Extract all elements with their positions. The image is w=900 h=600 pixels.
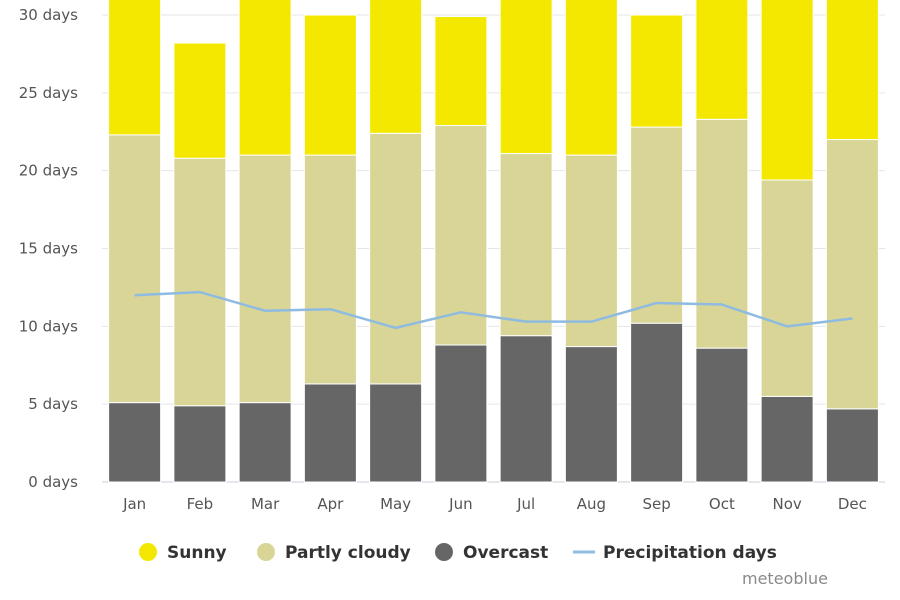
bar-sunny-dec: [825, 0, 879, 141]
x-axis: Jan Feb Mar Apr May Jun Jul Aug Sep Oct Nov Dec: [122, 495, 867, 513]
legend-label-overcast: Overcast: [463, 543, 548, 563]
bar-partly-cloudy-apr: [303, 154, 357, 385]
credit-text: meteoblue: [742, 569, 828, 588]
bar-overcast-nov: [760, 395, 814, 483]
bar-overcast-jun: [434, 344, 488, 483]
x-tick-label-oct: Oct: [709, 495, 735, 513]
y-tick-label: 25 days: [19, 84, 78, 102]
bar-sunny-nov: [760, 0, 814, 181]
bar-sunny-oct: [695, 0, 749, 120]
x-tick-label-jun: Jun: [448, 495, 472, 513]
legend-marker-sunny: [139, 543, 157, 561]
legend-marker-partly-cloudy: [257, 543, 275, 561]
bar-sunny-sep: [630, 14, 684, 128]
bar-partly-cloudy-sep: [630, 126, 684, 324]
bar-partly-cloudy-oct: [695, 118, 749, 349]
bar-overcast-dec: [825, 408, 879, 483]
bar-overcast-feb: [173, 405, 227, 483]
x-tick-label-may: May: [380, 495, 411, 513]
bar-partly-cloudy-jun: [434, 125, 488, 346]
bars: [108, 0, 879, 483]
x-tick-label-dec: Dec: [838, 495, 867, 513]
bar-partly-cloudy-nov: [760, 179, 814, 397]
x-tick-label-sep: Sep: [642, 495, 670, 513]
x-tick-label-mar: Mar: [251, 495, 280, 513]
y-tick-label: 10 days: [19, 317, 78, 335]
x-tick-label-nov: Nov: [772, 495, 801, 513]
bar-partly-cloudy-aug: [564, 154, 618, 348]
bar-overcast-apr: [303, 383, 357, 483]
bar-partly-cloudy-jan: [108, 134, 162, 404]
y-tick-label: 30 days: [19, 6, 78, 24]
precipitation-days-line: [134, 290, 853, 330]
grid-lines: [102, 14, 885, 483]
bar-overcast-jul: [499, 335, 553, 483]
bar-overcast-may: [369, 383, 423, 483]
bar-sunny-apr: [303, 14, 357, 156]
x-tick-label-aug: Aug: [577, 495, 606, 513]
x-tick-label-apr: Apr: [317, 495, 344, 513]
bar-sunny-jun: [434, 16, 488, 127]
x-tick-label-jan: Jan: [122, 495, 146, 513]
bar-partly-cloudy-dec: [825, 139, 879, 410]
bar-overcast-mar: [238, 402, 292, 483]
bar-sunny-aug: [564, 0, 618, 156]
bar-partly-cloudy-mar: [238, 154, 292, 404]
bar-overcast-sep: [630, 322, 684, 483]
bar-partly-cloudy-jul: [499, 153, 553, 337]
bar-sunny-feb: [173, 42, 227, 159]
bar-overcast-aug: [564, 346, 618, 483]
x-tick-label-feb: Feb: [187, 495, 214, 513]
y-tick-label: 15 days: [19, 240, 78, 258]
legend-label-sunny: Sunny: [167, 543, 227, 563]
bar-sunny-jul: [499, 0, 553, 155]
legend-marker-overcast: [435, 543, 453, 561]
bar-partly-cloudy-feb: [173, 157, 227, 407]
bar-sunny-may: [369, 0, 423, 134]
bar-sunny-jan: [108, 0, 162, 136]
legend-label-precipitation: Precipitation days: [603, 543, 777, 563]
y-tick-label: 0 days: [28, 473, 78, 491]
bar-sunny-mar: [238, 0, 292, 156]
y-tick-label: 20 days: [19, 162, 78, 180]
legend-label-partly-cloudy: Partly cloudy: [285, 543, 411, 563]
precipitation-line: [134, 290, 853, 330]
x-tick-label-jul: Jul: [516, 495, 535, 513]
y-tick-label: 5 days: [28, 395, 78, 413]
bar-overcast-oct: [695, 347, 749, 483]
legend: Sunny Partly cloudy Overcast Precipitati…: [139, 543, 777, 563]
y-axis: 0 days 5 days 10 days 15 days 20 days 25 days…: [19, 6, 78, 491]
bar-overcast-jan: [108, 402, 162, 483]
bar-partly-cloudy-may: [369, 132, 423, 385]
